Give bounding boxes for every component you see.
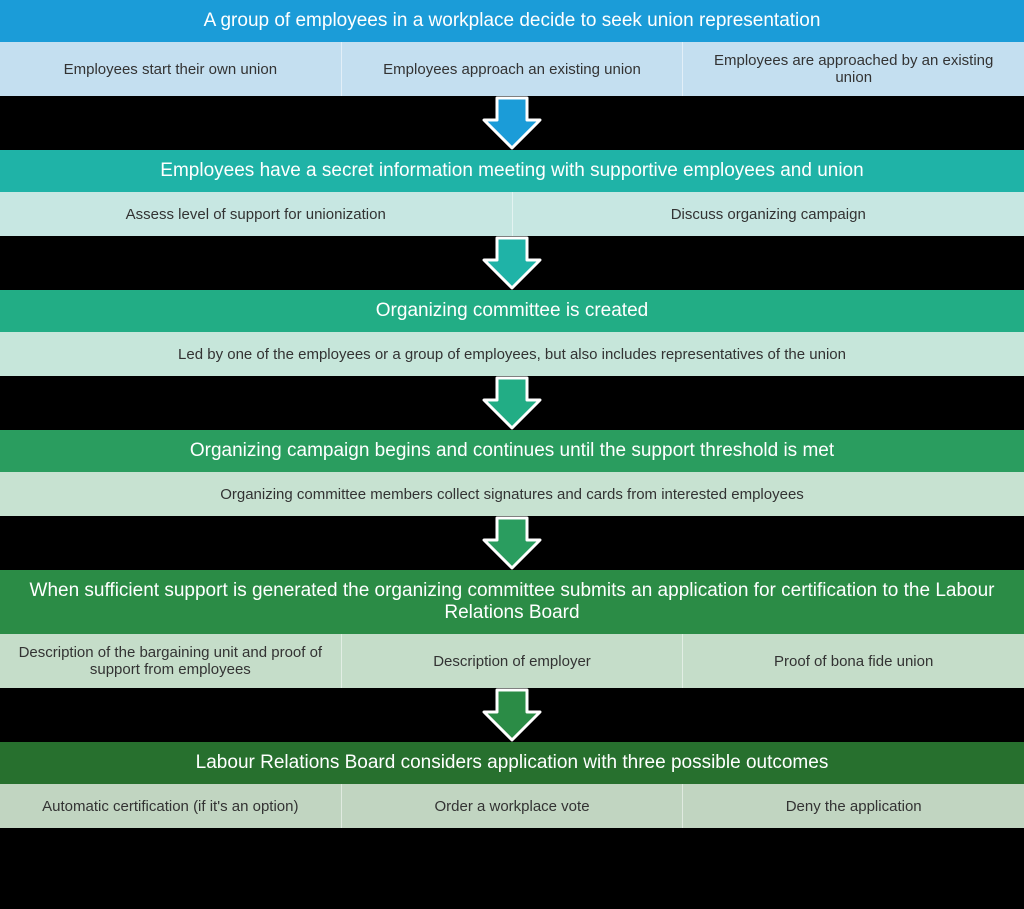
- step-sub: Deny the application: [683, 784, 1024, 828]
- step-header: Organizing campaign begins and continues…: [0, 430, 1024, 472]
- flow-step-6: Labour Relations Board considers applica…: [0, 742, 1024, 828]
- flow-arrow: [0, 96, 1024, 150]
- flow-step-3: Organizing committee is createdLed by on…: [0, 290, 1024, 376]
- step-sub: Employees start their own union: [0, 42, 342, 96]
- step-subs: Assess level of support for unionization…: [0, 192, 1024, 236]
- step-sub: Proof of bona fide union: [683, 634, 1024, 688]
- step-sub: Discuss organizing campaign: [513, 192, 1024, 236]
- flow-step-2: Employees have a secret information meet…: [0, 150, 1024, 236]
- step-subs: Employees start their own unionEmployees…: [0, 42, 1024, 96]
- flow-arrow: [0, 376, 1024, 430]
- flow-step-5: When sufficient support is generated the…: [0, 570, 1024, 688]
- step-header: Organizing committee is created: [0, 290, 1024, 332]
- step-subs: Led by one of the employees or a group o…: [0, 332, 1024, 376]
- step-subs: Organizing committee members collect sig…: [0, 472, 1024, 516]
- step-sub: Led by one of the employees or a group o…: [0, 332, 1024, 376]
- flow-step-1: A group of employees in a workplace deci…: [0, 0, 1024, 96]
- flow-arrow: [0, 688, 1024, 742]
- flow-arrow: [0, 516, 1024, 570]
- step-header: A group of employees in a workplace deci…: [0, 0, 1024, 42]
- union-flowchart: A group of employees in a workplace deci…: [0, 0, 1024, 828]
- step-sub: Description of the bargaining unit and p…: [0, 634, 342, 688]
- flow-step-4: Organizing campaign begins and continues…: [0, 430, 1024, 516]
- step-header: Employees have a secret information meet…: [0, 150, 1024, 192]
- step-header: Labour Relations Board considers applica…: [0, 742, 1024, 784]
- step-subs: Description of the bargaining unit and p…: [0, 634, 1024, 688]
- step-sub: Employees approach an existing union: [342, 42, 684, 96]
- step-header: When sufficient support is generated the…: [0, 570, 1024, 634]
- step-sub: Description of employer: [342, 634, 684, 688]
- step-sub: Automatic certification (if it's an opti…: [0, 784, 342, 828]
- step-sub: Employees are approached by an existing …: [683, 42, 1024, 96]
- step-subs: Automatic certification (if it's an opti…: [0, 784, 1024, 828]
- flow-arrow: [0, 236, 1024, 290]
- step-sub: Assess level of support for unionization: [0, 192, 513, 236]
- step-sub: Order a workplace vote: [342, 784, 684, 828]
- step-sub: Organizing committee members collect sig…: [0, 472, 1024, 516]
